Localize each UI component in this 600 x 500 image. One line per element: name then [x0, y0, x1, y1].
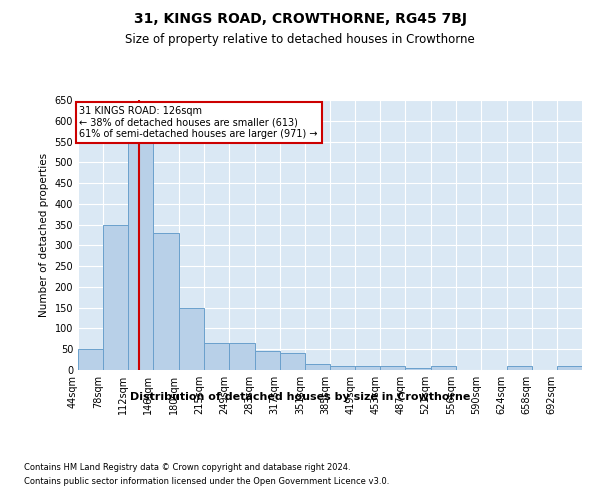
- Text: Distribution of detached houses by size in Crowthorne: Distribution of detached houses by size …: [130, 392, 470, 402]
- Bar: [506, 366, 532, 370]
- Bar: [103, 224, 128, 370]
- Bar: [406, 368, 431, 370]
- Bar: [229, 343, 254, 370]
- Bar: [205, 343, 229, 370]
- Text: 31, KINGS ROAD, CROWTHORNE, RG45 7BJ: 31, KINGS ROAD, CROWTHORNE, RG45 7BJ: [133, 12, 467, 26]
- Bar: [280, 354, 305, 370]
- Bar: [380, 366, 406, 370]
- Text: 31 KINGS ROAD: 126sqm
← 38% of detached houses are smaller (613)
61% of semi-det: 31 KINGS ROAD: 126sqm ← 38% of detached …: [79, 106, 318, 140]
- Bar: [330, 366, 355, 370]
- Bar: [128, 116, 154, 370]
- Bar: [305, 364, 330, 370]
- Bar: [355, 366, 380, 370]
- Text: Size of property relative to detached houses in Crowthorne: Size of property relative to detached ho…: [125, 32, 475, 46]
- Y-axis label: Number of detached properties: Number of detached properties: [39, 153, 49, 317]
- Bar: [254, 352, 280, 370]
- Text: Contains HM Land Registry data © Crown copyright and database right 2024.: Contains HM Land Registry data © Crown c…: [24, 462, 350, 471]
- Bar: [179, 308, 205, 370]
- Bar: [154, 233, 179, 370]
- Bar: [557, 366, 582, 370]
- Bar: [78, 349, 103, 370]
- Text: Contains public sector information licensed under the Open Government Licence v3: Contains public sector information licen…: [24, 478, 389, 486]
- Bar: [431, 366, 457, 370]
